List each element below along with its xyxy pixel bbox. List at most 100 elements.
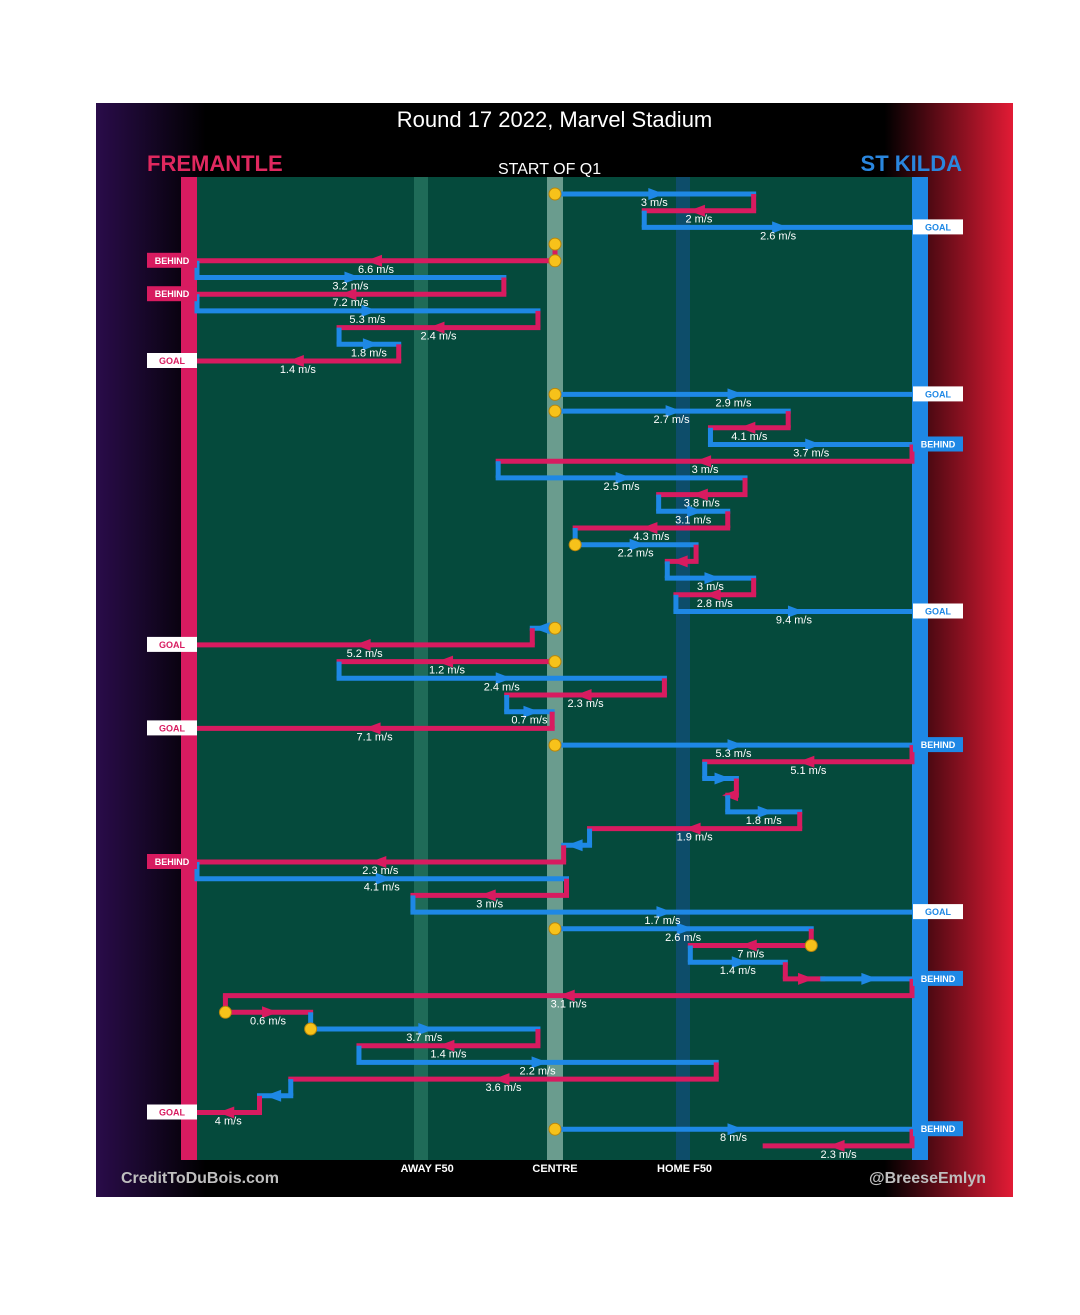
speed-label: 3 m/s xyxy=(476,898,503,910)
speed-label: 2 m/s xyxy=(685,214,712,226)
outcome-tag-label: GOAL xyxy=(925,907,952,917)
labels-layer: 3 m/s 2 m/s 2.6 m/s 6.6 m/s 3.2 m/s 7.2 m/s 5.… xyxy=(215,197,857,1161)
chain-arrow xyxy=(704,588,721,601)
speed-label: 5.3 m/s xyxy=(715,748,752,760)
outcome-tag-label: GOAL xyxy=(925,222,952,232)
outcome-tag-label: BEHIND xyxy=(155,857,190,867)
speed-label: 5.2 m/s xyxy=(347,648,384,660)
chain-arrow xyxy=(629,538,646,551)
outcome-tag xyxy=(913,737,963,753)
x-axis-label: HOME F50 xyxy=(657,1163,713,1175)
chain-arrow xyxy=(262,1006,279,1019)
outcome-tag-label: BEHIND xyxy=(155,256,190,266)
chain-arrow xyxy=(354,638,371,651)
chain-arrow xyxy=(287,355,304,367)
chain-arrow xyxy=(523,705,540,718)
chain-arrow xyxy=(218,1106,235,1119)
speed-label: 3.2 m/s xyxy=(332,281,369,293)
speed-label: 1.8 m/s xyxy=(746,815,783,827)
period-label: START OF Q1 xyxy=(498,161,602,178)
outcome-tag xyxy=(147,636,197,652)
speed-label: 2.6 m/s xyxy=(665,932,702,944)
chain-arrow xyxy=(740,939,757,952)
team-right-label: ST KILDA xyxy=(860,151,962,176)
outcome-tag xyxy=(913,1121,963,1137)
chain-arrow xyxy=(704,572,721,585)
speed-label: 3.8 m/s xyxy=(684,498,721,510)
chain-arrow xyxy=(648,188,665,200)
speed-label: 5.3 m/s xyxy=(349,314,386,326)
speed-label: 2.6 m/s xyxy=(760,230,797,242)
ball-marker xyxy=(548,1122,562,1136)
chain-arrow xyxy=(364,722,381,735)
speed-label: 2.8 m/s xyxy=(697,598,734,610)
speed-label: 3.1 m/s xyxy=(675,514,712,526)
speed-label: 1.4 m/s xyxy=(720,965,757,977)
speed-label: 3 m/s xyxy=(641,197,668,209)
chain-arrow xyxy=(438,1039,455,1052)
chain-arrow xyxy=(533,622,550,635)
ball-marker xyxy=(548,621,562,635)
chain-arrow xyxy=(739,421,756,434)
chain-arrow xyxy=(861,972,878,985)
outcome-tag-label: GOAL xyxy=(925,389,952,399)
outcome-tag xyxy=(913,436,963,452)
ball-marker xyxy=(548,387,562,401)
speed-label: 7.2 m/s xyxy=(332,297,369,309)
chain-arrow xyxy=(265,1089,282,1102)
chain-arrow xyxy=(531,1056,548,1069)
speed-label: 0.7 m/s xyxy=(511,715,548,727)
chart-svg: 3 m/s 2 m/s 2.6 m/s 6.6 m/s 3.2 m/s 7.2 m/s 5.… xyxy=(96,103,1013,1197)
chain-arrow xyxy=(361,304,378,317)
outcome-tag-label: BEHIND xyxy=(155,289,190,299)
chain-arrow xyxy=(665,405,682,418)
outcome-tag-label: BEHIND xyxy=(921,440,956,450)
chain-arrow xyxy=(772,221,789,234)
chain-arrow xyxy=(787,605,804,618)
speed-label: 3.7 m/s xyxy=(406,1032,443,1044)
chain-arrow xyxy=(671,555,688,568)
outcome-tag-label: GOAL xyxy=(925,607,952,617)
chart-title: Round 17 2022, Marvel Stadium xyxy=(396,107,713,132)
chain-arrow xyxy=(375,872,392,885)
speed-label: 3.7 m/s xyxy=(793,448,830,460)
outcome-tag xyxy=(913,603,963,619)
chain-arrow xyxy=(727,1123,744,1136)
chain-arrow xyxy=(428,321,445,334)
fremantle-goal-post xyxy=(181,177,197,1160)
chain-arrow xyxy=(828,1139,845,1152)
speed-label: 1.4 m/s xyxy=(430,1049,467,1061)
ball-marker xyxy=(218,1005,232,1019)
speed-label: 2.2 m/s xyxy=(618,548,655,560)
centre-band xyxy=(547,177,563,1160)
speed-label: 2.2 m/s xyxy=(520,1065,557,1077)
outcome-tag xyxy=(913,386,963,402)
chain-arrow xyxy=(731,956,748,969)
ball-marker xyxy=(548,922,562,936)
credit-right: @BreeseEmlyn xyxy=(869,1170,986,1187)
speed-label: 2.4 m/s xyxy=(420,331,457,343)
chain-arrow xyxy=(566,839,583,852)
outcome-tag xyxy=(913,904,963,920)
outcome-tag-label: BEHIND xyxy=(921,740,956,750)
speed-label: 4.1 m/s xyxy=(731,431,768,443)
speed-label: 5.1 m/s xyxy=(790,765,827,777)
chain-arrow xyxy=(344,271,361,284)
speed-label: 1.4 m/s xyxy=(280,364,317,376)
chain-arrow xyxy=(727,388,744,401)
stkilda-goal-post xyxy=(912,177,928,1160)
chart-frame: 3 m/s 2 m/s 2.6 m/s 6.6 m/s 3.2 m/s 7.2 m/s 5.… xyxy=(96,103,1013,1197)
chain-arrow xyxy=(437,655,454,668)
chain-arrow xyxy=(688,204,705,217)
speed-label: 1.7 m/s xyxy=(644,915,681,927)
ball-marker xyxy=(548,404,562,418)
team-left-label: FREMANTLE xyxy=(147,151,283,176)
ball-marker xyxy=(548,655,562,669)
outcome-tag-label: GOAL xyxy=(159,356,186,366)
chain-arrow xyxy=(695,455,712,468)
speed-label: 0.6 m/s xyxy=(250,1015,287,1027)
chain-arrow xyxy=(687,505,704,518)
chain-arrow xyxy=(362,338,379,351)
speed-label: 8 m/s xyxy=(720,1132,747,1144)
outcome-tag xyxy=(913,970,963,986)
